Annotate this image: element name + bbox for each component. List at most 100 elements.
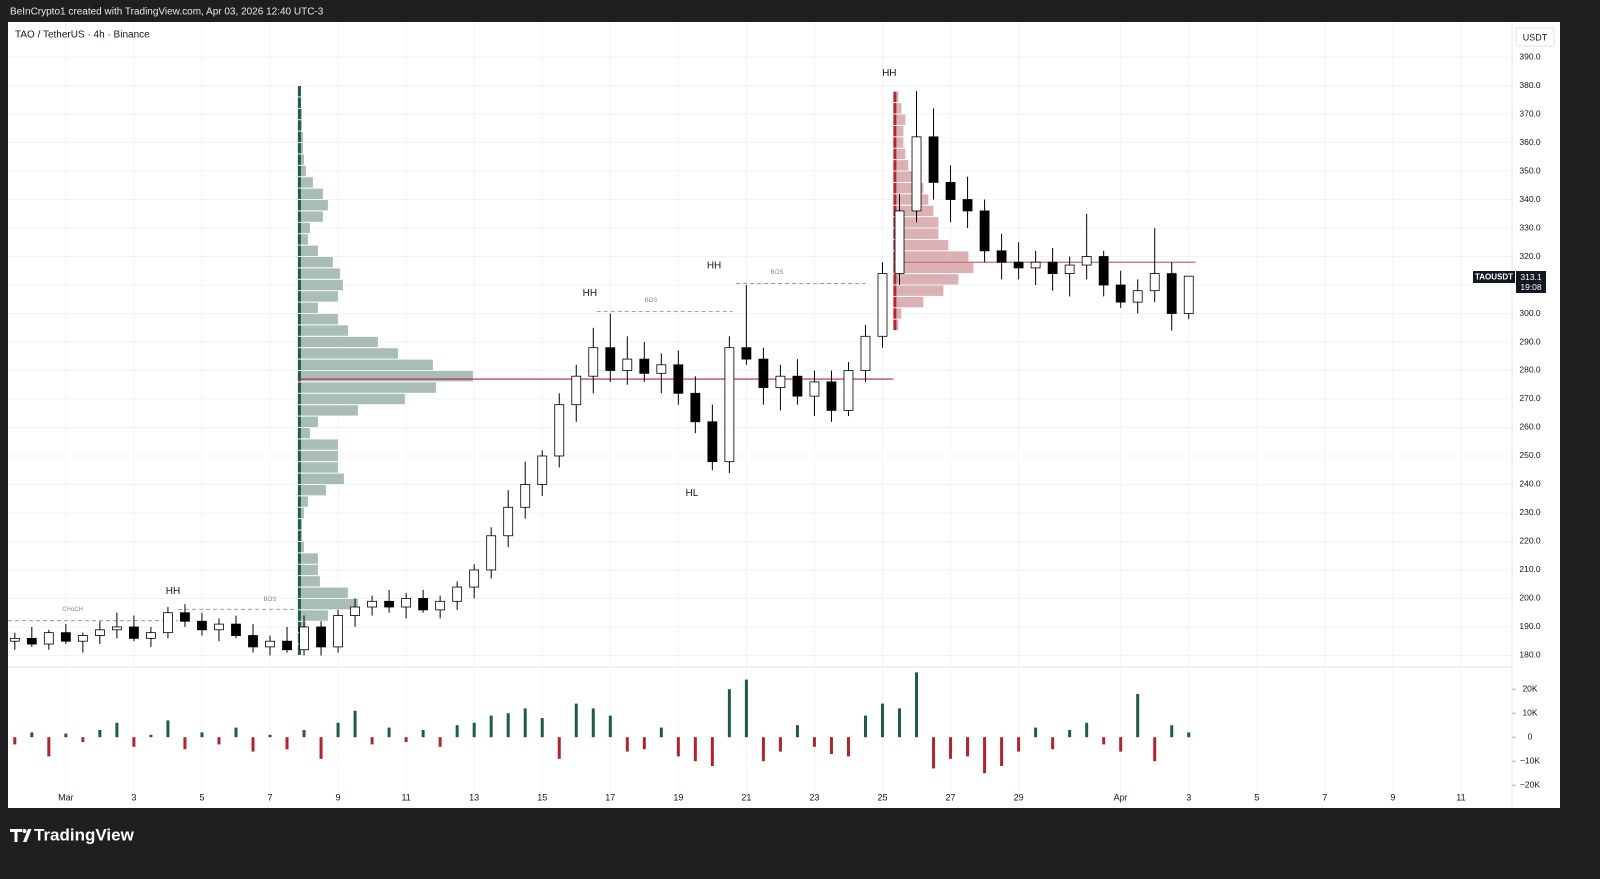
candle-body <box>265 640 275 648</box>
volume-profile-core <box>297 416 301 427</box>
volume-profile-core <box>297 120 301 131</box>
volume-bar <box>778 737 782 752</box>
y-tick-label: 230.0 <box>1519 507 1541 517</box>
volume-profile-bar <box>893 262 974 274</box>
volume-profile-core <box>297 211 301 222</box>
volume-bar <box>608 715 612 738</box>
volume-profile-core <box>297 131 301 143</box>
volume-bar <box>898 708 902 738</box>
candle-body <box>826 381 837 411</box>
candle-body <box>979 210 990 252</box>
y-tick-label: 280.0 <box>1519 365 1541 375</box>
volume-bar <box>149 734 153 738</box>
volume-profile-core <box>297 245 301 257</box>
candle-body <box>945 182 956 200</box>
logo-mark <box>10 829 32 842</box>
volume-profile-core <box>297 519 301 530</box>
candle-body <box>1183 275 1194 314</box>
volume-profile-core <box>297 97 301 108</box>
candle-body <box>673 364 684 394</box>
volume-profile-core <box>893 137 897 148</box>
volume-bar <box>302 730 306 738</box>
volume-profile-bar <box>297 439 338 450</box>
volume-profile-core <box>893 125 897 137</box>
volume-profile-core <box>297 393 301 405</box>
candle-body <box>605 347 616 371</box>
volume-profile-bar <box>893 285 944 296</box>
y-tick-label: 350.0 <box>1519 165 1541 175</box>
candle-body <box>1132 290 1143 303</box>
x-tick-label: 15 <box>537 792 547 802</box>
candle-body <box>231 623 241 636</box>
volume-profile-core <box>297 484 301 496</box>
volume-bar <box>1034 727 1038 738</box>
volume-profile-bar <box>297 564 318 576</box>
annotation: BOS <box>645 298 658 304</box>
volume-profile-core <box>297 234 301 245</box>
x-tick-label: Apr <box>1114 792 1128 802</box>
volume-profile-bar <box>297 222 310 234</box>
volume-bar <box>438 737 442 747</box>
volume-bar <box>846 737 850 757</box>
candle-body <box>486 535 497 571</box>
volume-bar <box>863 715 867 738</box>
volume-profile-bar <box>893 228 939 239</box>
volume-bar <box>1136 694 1140 738</box>
volume-bar <box>949 737 953 759</box>
y-tick-label: 340.0 <box>1519 194 1541 204</box>
candle-body <box>1115 284 1126 303</box>
volume-profile-core <box>297 154 301 165</box>
volume-profile-core <box>893 296 897 308</box>
volume-bar <box>1187 732 1191 738</box>
volume-profile-core <box>297 222 301 234</box>
volume-profile-bar <box>893 296 924 308</box>
candle-body <box>894 210 905 275</box>
volume-profile-core <box>297 610 301 621</box>
annotation: CHoCH <box>62 607 83 613</box>
volume-bar <box>1000 737 1004 766</box>
volume-bar <box>676 737 680 757</box>
volume-profile-bar <box>297 484 326 496</box>
candle-body <box>350 606 360 616</box>
annotation: HH <box>583 288 597 299</box>
volume-bar <box>268 734 272 738</box>
volume-profile-bar <box>893 114 906 125</box>
volume-bar <box>761 737 765 762</box>
candle-body <box>843 370 854 411</box>
volume-bar <box>336 722 340 738</box>
candle-body <box>1013 261 1024 269</box>
candle-body <box>60 632 71 642</box>
candle-body <box>1166 273 1177 314</box>
annotation: HH <box>882 68 896 79</box>
candle-body <box>452 586 463 602</box>
volume-profile-bar <box>297 234 308 245</box>
brand: TradingView <box>34 825 135 844</box>
volume-bar <box>710 737 714 766</box>
volume-profile-bar <box>297 245 318 257</box>
volume-profile-core <box>297 405 301 416</box>
volume-profile-core <box>297 564 301 576</box>
annotation: HL <box>686 488 699 499</box>
volume-profile-core <box>297 165 301 177</box>
candle-body <box>656 364 667 374</box>
volume-profile-bar <box>297 165 306 177</box>
volume-profile-core <box>297 188 301 200</box>
volume-profile-core <box>297 473 301 484</box>
x-tick-label: 21 <box>741 792 751 802</box>
volume-profile-bar <box>297 450 338 462</box>
volume-profile-core <box>297 530 301 541</box>
volume-profile-bar <box>297 200 328 211</box>
candle-body <box>163 612 173 634</box>
volume-profile-bar <box>297 496 308 507</box>
volume-profile-core <box>297 177 301 188</box>
candle-body <box>503 506 514 537</box>
volume-profile-core <box>893 103 897 114</box>
candle-body <box>571 375 582 406</box>
volume-profile-core <box>297 314 301 325</box>
y-tick-label: 200.0 <box>1519 593 1541 603</box>
y-tick-label: 330.0 <box>1519 222 1541 232</box>
volume-bar <box>591 708 595 738</box>
volume-profile-bar <box>297 279 343 291</box>
volume-bar <box>404 737 408 742</box>
